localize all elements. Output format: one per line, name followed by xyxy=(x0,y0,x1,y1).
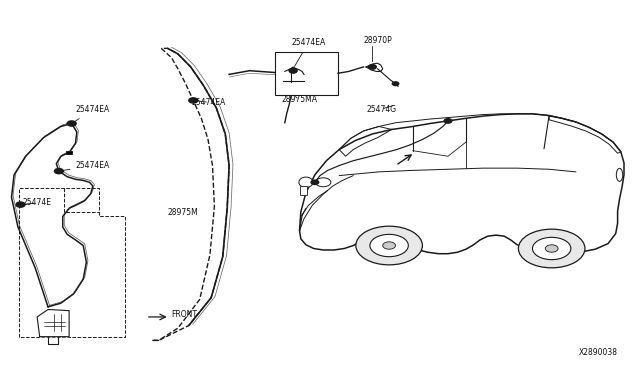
Ellipse shape xyxy=(299,177,313,187)
Circle shape xyxy=(54,169,63,174)
Circle shape xyxy=(444,119,452,123)
Polygon shape xyxy=(366,63,383,71)
Circle shape xyxy=(356,226,422,265)
Ellipse shape xyxy=(616,168,623,181)
Circle shape xyxy=(189,98,198,103)
Circle shape xyxy=(16,202,25,207)
Polygon shape xyxy=(300,114,624,254)
Circle shape xyxy=(316,178,331,187)
Circle shape xyxy=(370,234,408,257)
Bar xyxy=(66,151,72,154)
Circle shape xyxy=(392,82,399,86)
Circle shape xyxy=(532,237,571,260)
Bar xyxy=(300,186,307,195)
Text: 25474G: 25474G xyxy=(366,105,396,113)
Text: 25474EA: 25474EA xyxy=(291,38,326,67)
Text: 28975M: 28975M xyxy=(168,208,198,217)
Text: X2890038: X2890038 xyxy=(579,348,618,357)
Bar xyxy=(275,52,338,95)
Circle shape xyxy=(67,121,76,126)
Text: 25474E: 25474E xyxy=(22,198,51,207)
Circle shape xyxy=(383,242,396,249)
Text: 25474EA: 25474EA xyxy=(74,105,110,122)
Circle shape xyxy=(545,245,558,252)
Text: 28970P: 28970P xyxy=(364,36,392,45)
Text: 28975MA: 28975MA xyxy=(282,95,317,104)
Text: FRONT: FRONT xyxy=(172,310,198,319)
Text: 25474EA: 25474EA xyxy=(192,98,227,107)
Circle shape xyxy=(289,68,297,73)
Circle shape xyxy=(518,229,585,268)
Text: 25474EA: 25474EA xyxy=(61,161,110,171)
Circle shape xyxy=(311,180,319,185)
Circle shape xyxy=(289,68,297,73)
Polygon shape xyxy=(37,310,69,337)
Circle shape xyxy=(369,65,376,69)
